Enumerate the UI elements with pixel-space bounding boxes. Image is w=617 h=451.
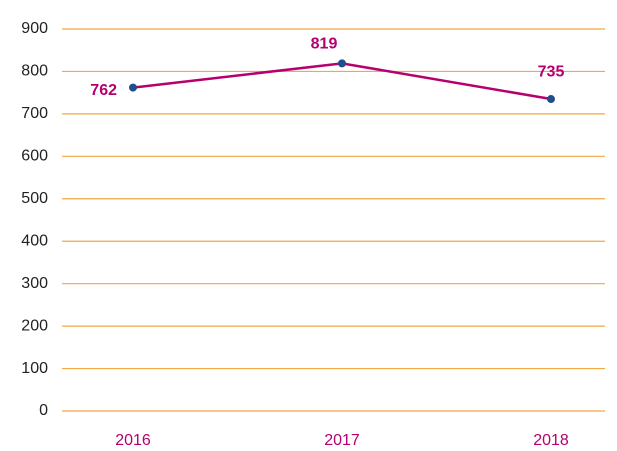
- y-tick-label: 600: [21, 148, 48, 165]
- y-tick-label: 300: [21, 275, 48, 292]
- line: [132, 62, 552, 101]
- y-tick-label: 400: [21, 232, 48, 249]
- y-tick-label: 900: [21, 20, 48, 37]
- marker: [338, 59, 346, 68]
- x-tick-label: 2017: [324, 432, 360, 449]
- y-tick-label: 500: [21, 190, 48, 207]
- y-tick-label: 800: [21, 63, 48, 80]
- x-tick-label: 2016: [115, 432, 151, 449]
- y-tick-label: 200: [21, 317, 48, 334]
- value-label: 819: [311, 36, 338, 53]
- y-tick-label: 100: [21, 360, 48, 377]
- marker: [129, 83, 137, 92]
- x-tick-label: 2018: [533, 432, 569, 449]
- value-label: 762: [90, 82, 117, 99]
- value-label: 735: [538, 63, 565, 80]
- y-tick-label: 0: [39, 402, 48, 419]
- y-tick-label: 700: [21, 105, 48, 122]
- marker: [547, 95, 555, 104]
